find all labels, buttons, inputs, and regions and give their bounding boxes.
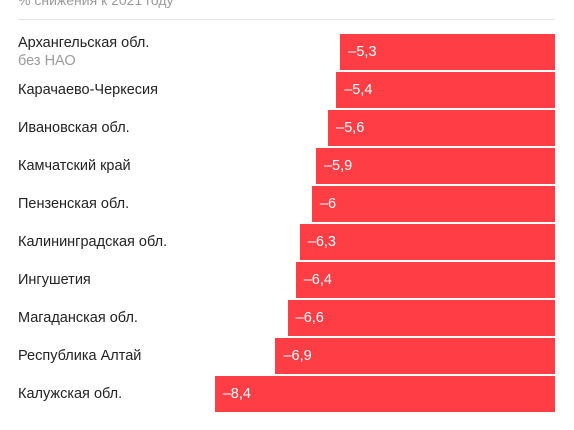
value-label: –6,3 <box>307 234 336 250</box>
bar <box>315 148 555 184</box>
bar <box>336 72 555 108</box>
separator <box>18 19 555 20</box>
bar <box>299 224 555 260</box>
category-label: Магаданская обл. <box>18 310 138 326</box>
value-label: –5,4 <box>344 82 373 98</box>
value-label: –5,3 <box>348 44 377 60</box>
value-label: –6 <box>319 196 337 212</box>
value-label: –5,9 <box>323 158 353 174</box>
bar <box>214 376 555 412</box>
bar <box>311 186 555 222</box>
category-label: Пензенская обл. <box>18 196 130 212</box>
value-label: –6,6 <box>295 310 324 326</box>
category-label: Камчатский край <box>18 158 131 174</box>
chart-subtitle: % снижения к 2021 году <box>18 0 174 8</box>
bar <box>340 34 555 70</box>
category-label: Республика Алтай <box>18 348 142 364</box>
category-label: Карачаево-Черкесия <box>18 82 159 98</box>
bar <box>275 338 555 374</box>
bar <box>295 262 555 298</box>
value-label: –5,6 <box>336 120 365 136</box>
bar <box>328 110 555 146</box>
category-label: Калужская обл. <box>18 386 123 402</box>
value-label: –8,4 <box>222 386 251 402</box>
value-label: –6,4 <box>303 272 332 288</box>
category-label: Архангельская обл. без НАО <box>18 35 150 69</box>
value-label: –6,9 <box>283 348 312 364</box>
category-label: Ингушетия <box>18 272 91 288</box>
bar <box>287 300 555 336</box>
category-label: Ивановская обл. <box>18 120 130 136</box>
category-label: Калининградская обл. <box>18 234 168 250</box>
